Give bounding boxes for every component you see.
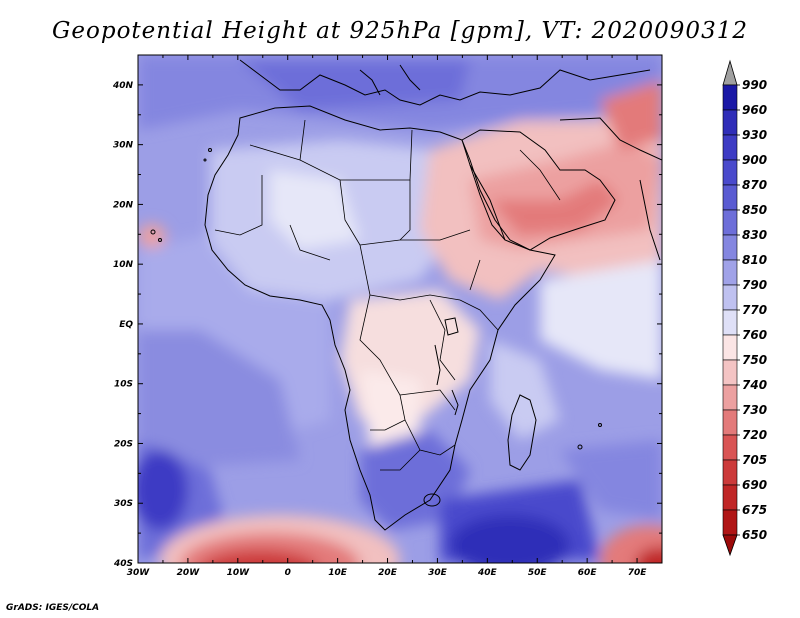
colorbar-level-label: 990 (742, 78, 767, 92)
colorbar-swatch (722, 409, 738, 436)
lat-label: EQ (119, 320, 133, 330)
lat-label: 30S (114, 499, 133, 509)
colorbar-level-label: 830 (742, 228, 767, 242)
lat-label: 20N (113, 200, 134, 210)
colorbar-swatch (722, 434, 738, 461)
height-field (138, 55, 662, 563)
map-figure: 40N 30N 20N 10N EQ 10S 20S 30S 40S 30W 20W 10W 0 10E… (112, 54, 767, 578)
colorbar-swatch (722, 484, 738, 511)
colorbar-level-label: 960 (742, 103, 767, 117)
colorbar-level-label: 810 (742, 253, 767, 267)
colorbar-swatch (722, 109, 738, 136)
colorbar-swatch (722, 509, 738, 536)
lon-label: 60E (578, 568, 598, 578)
lat-label: 40S (113, 559, 133, 569)
lat-label: 40N (112, 81, 134, 91)
colorbar-swatch (722, 359, 738, 386)
colorbar-level-label: 740 (742, 378, 767, 392)
colorbar-level-label: 760 (742, 328, 767, 342)
lon-label: 0 (285, 568, 291, 578)
lon-label: 20E (378, 568, 398, 578)
colorbar: 990 960 930 900 870 850 830 810 790 770 760 750 740 7… (722, 59, 767, 557)
lon-label: 30E (428, 568, 448, 578)
colorbar-level-label: 675 (742, 503, 767, 517)
colorbar-level-label: 900 (742, 153, 767, 167)
colorbar-swatch (722, 134, 738, 161)
map-frame (137, 54, 663, 564)
colorbar-level-label: 690 (742, 478, 767, 492)
colorbar-swatch (722, 284, 738, 311)
lon-label: 20W (177, 568, 201, 578)
colorbar-swatch (722, 309, 738, 336)
colorbar-level-label: 730 (742, 403, 767, 417)
axis-ticks (137, 54, 663, 564)
lat-label: 10N (113, 260, 134, 270)
colorbar-swatch (722, 334, 738, 361)
colorbar-level-label: 750 (742, 353, 767, 367)
colorbar-swatch (722, 459, 738, 486)
lon-label: 30W (127, 568, 151, 578)
lon-label: 10E (328, 568, 348, 578)
colorbar-swatch (722, 209, 738, 236)
colorbar-swatch (722, 259, 738, 286)
colorbar-top-arrow (722, 59, 738, 86)
grads-credit: GrADS: IGES/COLA (6, 603, 100, 613)
colorbar-swatch (722, 159, 738, 186)
colorbar-bottom-arrow (722, 534, 738, 557)
longitude-labels: 30W 20W 10W 0 10E 20E 30E 40E 50E 60E 70E (127, 568, 647, 578)
colorbar-level-label: 705 (742, 453, 767, 467)
lat-label: 30N (113, 141, 134, 151)
colorbar-level-label: 850 (742, 203, 767, 217)
colorbar-level-label: 790 (742, 278, 767, 292)
lon-label: 50E (528, 568, 548, 578)
colorbar-swatch (722, 234, 738, 261)
map-title: Geopotential Height at 925hPa [gpm], VT:… (52, 18, 748, 44)
latitude-labels: 40N 30N 20N 10N EQ 10S 20S 30S 40S (112, 81, 134, 569)
colorbar-level-label: 930 (742, 128, 767, 142)
colorbar-level-label: 870 (742, 178, 767, 192)
lat-label: 20S (114, 439, 133, 449)
lon-label: 40E (477, 568, 498, 578)
colorbar-level-label: 720 (742, 428, 767, 442)
colorbar-swatch (722, 384, 738, 411)
colorbar-level-label: 770 (742, 303, 767, 317)
lat-label: 10S (114, 380, 133, 390)
colorbar-swatch (722, 184, 738, 211)
colorbar-level-label: 650 (742, 528, 767, 542)
coastlines (150, 59, 662, 531)
lon-label: 10W (227, 568, 251, 578)
lon-label: 70E (628, 568, 648, 578)
colorbar-swatch (722, 84, 738, 111)
